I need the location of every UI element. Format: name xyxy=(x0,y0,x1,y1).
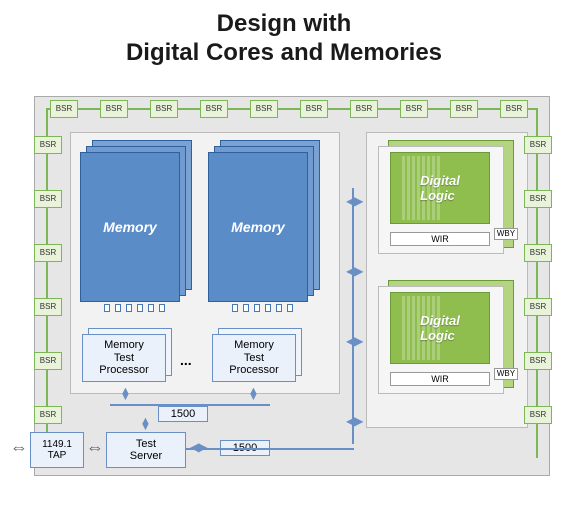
bsr-right-0: BSR xyxy=(524,136,552,154)
bus-arrow-mtp1: ▲▼ xyxy=(120,388,131,401)
tap-arrow-left: ⇔ xyxy=(10,438,28,456)
mtp-ellipsis: ... xyxy=(180,352,192,368)
bsr-left-5: BSR xyxy=(34,406,62,424)
dl-1: Digital Logic xyxy=(390,152,490,224)
bsr-left-1: BSR xyxy=(34,190,62,208)
memory-label-2: Memory xyxy=(231,219,285,235)
bsr-right-2: BSR xyxy=(524,244,552,262)
bsr-top-8: BSR xyxy=(450,100,478,118)
bsr-top-1: BSR xyxy=(100,100,128,118)
bsr-top-5: BSR xyxy=(300,100,328,118)
mtp-1-label: Memory Test Processor xyxy=(99,339,149,375)
dl-2: Digital Logic xyxy=(390,292,490,364)
dl-2-label: Digital Logic xyxy=(420,313,460,343)
bus-h-mtps xyxy=(110,404,270,406)
bsr-left-3: BSR xyxy=(34,298,62,316)
bsr-right-5: BSR xyxy=(524,406,552,424)
bsr-top-2: BSR xyxy=(150,100,178,118)
dl-2-wby: WBY xyxy=(494,368,518,380)
bus-vert-main xyxy=(352,188,354,444)
tap-box: 1149.1 TAP xyxy=(30,432,84,468)
bsr-right-4: BSR xyxy=(524,352,552,370)
test-server: Test Server xyxy=(106,432,186,468)
mtp-2: Memory Test Processor xyxy=(212,334,296,382)
bus-1500-box-1: 1500 xyxy=(158,406,208,422)
dl-1-wir: WIR xyxy=(390,232,490,246)
bsr-top-3: BSR xyxy=(200,100,228,118)
diagram-canvas: Memory Memory Memory Test Processor ... … xyxy=(10,88,558,488)
memory-teeth-2 xyxy=(214,304,310,312)
bsr-left-0: BSR xyxy=(34,136,62,154)
bsr-top-9: BSR xyxy=(500,100,528,118)
memory-block-2: Memory xyxy=(208,152,308,302)
tap-arrow-right: ⇔ xyxy=(86,438,104,456)
bsr-left-4: BSR xyxy=(34,352,62,370)
memory-block-1: Memory xyxy=(80,152,180,302)
bsr-top-6: BSR xyxy=(350,100,378,118)
bsr-top-7: BSR xyxy=(400,100,428,118)
bsr-left-2: BSR xyxy=(34,244,62,262)
dl-1-label: Digital Logic xyxy=(420,173,460,203)
page-title: Design with Digital Cores and Memories xyxy=(10,10,558,68)
bsr-right-3: BSR xyxy=(524,298,552,316)
title-line2: Digital Cores and Memories xyxy=(126,39,442,66)
bus-arrow-dl2: ◀▶ xyxy=(346,334,362,348)
bus-arrow-dl-mid: ◀▶ xyxy=(346,264,362,278)
mtp-2-label: Memory Test Processor xyxy=(229,339,279,375)
mtp-1: Memory Test Processor xyxy=(82,334,166,382)
title-line1: Design with xyxy=(217,10,352,37)
memory-label-1: Memory xyxy=(103,219,157,235)
dl-1-wby: WBY xyxy=(494,228,518,240)
bus-arrow-ts-up: ▲▼ xyxy=(140,418,151,431)
bus-arrow-ts-right: ◀▶ xyxy=(190,440,206,454)
bsr-top-4: BSR xyxy=(250,100,278,118)
bus-arrow-mtp2: ▲▼ xyxy=(248,388,259,401)
bsr-top-0: BSR xyxy=(50,100,78,118)
dl-2-wir: WIR xyxy=(390,372,490,386)
bus-h-testserver xyxy=(186,448,354,450)
bsr-right-1: BSR xyxy=(524,190,552,208)
bus-arrow-dl1: ◀▶ xyxy=(346,194,362,208)
bus-arrow-dl-bot: ◀▶ xyxy=(346,414,362,428)
memory-teeth-1 xyxy=(86,304,182,312)
